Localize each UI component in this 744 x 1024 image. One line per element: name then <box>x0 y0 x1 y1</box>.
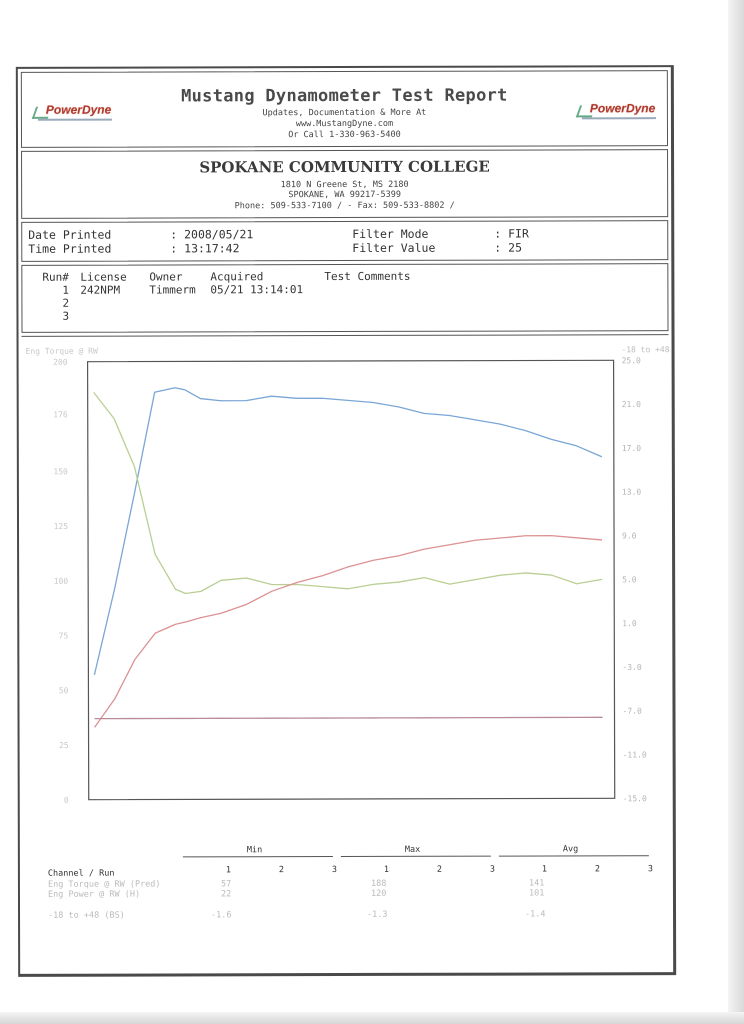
avg-run-1: 1 <box>541 864 548 875</box>
college-address-2: SPOKANE, WA 99217-5399 <box>288 189 401 201</box>
runs-block: Run# License Owner Acquired Test Comment… <box>21 263 669 333</box>
runs-header-comments: Test Comments <box>324 269 411 284</box>
left-tick-label: 200 <box>53 358 68 367</box>
date-printed-value: : 2008/05/21 <box>170 227 254 242</box>
table-row-avg: 141 <box>528 878 545 889</box>
series-line-2 <box>93 391 603 595</box>
channel-run-header: Channel / Run <box>47 868 115 879</box>
table-row-min: 57 <box>220 879 232 890</box>
right-tick-label: 21.0 <box>622 400 641 409</box>
runs-header-license: License <box>80 270 127 284</box>
right-tick-label: -3.0 <box>622 663 641 672</box>
left-tick-label: 150 <box>53 467 68 476</box>
logo-bar <box>581 117 656 120</box>
runs-header-acquired: Acquired <box>210 270 264 284</box>
print-info-block: Date Printed : 2008/05/21 Time Printed :… <box>21 220 669 262</box>
avg-run-3: 3 <box>647 864 654 875</box>
left-tick-label: 125 <box>54 522 69 531</box>
run-owner: Timmerm <box>149 283 196 297</box>
table-row-max: -1.3 <box>367 909 388 920</box>
runs-header-owner: Owner <box>149 270 183 284</box>
report-phone: Or Call 1-330-963-5400 <box>288 129 401 141</box>
scan-edge-right <box>728 0 744 1024</box>
left-tick-label: 75 <box>59 631 69 640</box>
right-tick-label: 17.0 <box>622 444 641 453</box>
max-run-2: 2 <box>436 864 443 875</box>
report-header: PowerDyne Mustang Dynamometer Test Repor… <box>20 70 669 148</box>
report-sheet: PowerDyne Mustang Dynamometer Test Repor… <box>15 65 677 977</box>
report-updates-line: Updates, Documentation & More At <box>262 107 427 119</box>
powerdyne-logo-right: PowerDyne <box>575 99 664 125</box>
right-axis-label: -18 to +48 <box>621 345 669 354</box>
min-run-3: 3 <box>331 865 338 876</box>
max-run-3: 3 <box>489 864 496 875</box>
max-run-1: 1 <box>383 864 390 875</box>
min-group-header: Min <box>246 845 263 856</box>
time-printed-label: Time Printed <box>28 241 112 256</box>
report-website: www.MustangDyne.com <box>295 118 394 130</box>
run-license: 242NPM <box>80 283 121 297</box>
min-run-1: 1 <box>225 865 232 876</box>
table-row-label: -18 to +48 (BS) <box>48 910 125 921</box>
report-title: Mustang Dynamometer Test Report <box>181 85 508 107</box>
avg-group-rule <box>498 855 649 857</box>
run-number: 2 <box>62 296 70 310</box>
chart-section: Eng Torque @ RW -18 to +48 200 176 150 125 100… <box>21 334 671 972</box>
right-tick-label: 1.0 <box>622 619 637 628</box>
table-row-max: 120 <box>370 888 387 899</box>
series-line-1 <box>93 387 603 676</box>
avg-run-2: 2 <box>594 864 601 875</box>
filter-mode-value: : FIR <box>494 226 529 241</box>
left-axis-label: Eng Torque @ RW <box>26 347 98 356</box>
logo-text-right: PowerDyne <box>589 101 656 116</box>
min-run-2: 2 <box>278 865 285 876</box>
runs-header-run: Run# <box>42 270 69 284</box>
date-printed-label: Date Printed <box>28 227 112 242</box>
series-line-4 <box>94 716 603 720</box>
max-group-header: Max <box>404 844 421 855</box>
filter-mode-label: Filter Mode <box>352 226 429 241</box>
left-tick-label: 100 <box>54 577 69 586</box>
right-tick-label: 13.0 <box>622 488 641 497</box>
plot-area <box>86 359 616 801</box>
series-line-3 <box>94 535 603 728</box>
avg-group-header: Avg <box>562 844 579 855</box>
run-number: 3 <box>62 309 70 323</box>
dyno-chart: Eng Torque @ RW -18 to +48 200 176 150 125 100… <box>26 345 670 805</box>
time-printed-value: : 13:17:42 <box>170 241 240 256</box>
table-row-min: 22 <box>220 889 232 900</box>
table-row-max: 188 <box>370 878 387 889</box>
right-tick-label: -11.0 <box>623 750 647 759</box>
filter-value-value: : 25 <box>494 240 523 255</box>
college-block: SPOKANE COMMUNITY COLLEGE 1810 N Greene … <box>21 149 669 219</box>
table-row-label: Eng Torque @ RW (Pred) <box>47 879 161 890</box>
college-name: SPOKANE COMMUNITY COLLEGE <box>199 157 490 177</box>
right-tick-label: -7.0 <box>622 707 641 716</box>
right-tick-label: -15.0 <box>623 794 647 803</box>
max-group-rule <box>340 855 491 858</box>
right-tick-label: 25.0 <box>622 356 641 365</box>
left-tick-label: 0 <box>64 796 69 805</box>
left-tick-label: 50 <box>59 686 69 695</box>
college-phone: Phone: 509-533-7100 / - Fax: 509-533-880… <box>234 200 455 212</box>
table-row-avg: -1.4 <box>525 909 546 920</box>
table-row-avg: 101 <box>528 888 545 899</box>
left-tick-label: 25 <box>59 741 69 750</box>
scan-edge-bottom <box>0 1012 744 1024</box>
right-tick-label: 5.0 <box>622 575 637 584</box>
run-number: 1 <box>62 283 70 297</box>
run-acquired: 05/21 13:14:01 <box>210 283 304 297</box>
min-group-rule <box>182 856 333 858</box>
left-tick-label: 176 <box>53 410 68 419</box>
right-tick-label: 9.0 <box>622 531 637 540</box>
table-row-min: -1.6 <box>211 910 232 921</box>
filter-value-label: Filter Value <box>352 240 436 255</box>
table-row-label: Eng Power @ RW (H) <box>47 889 141 900</box>
